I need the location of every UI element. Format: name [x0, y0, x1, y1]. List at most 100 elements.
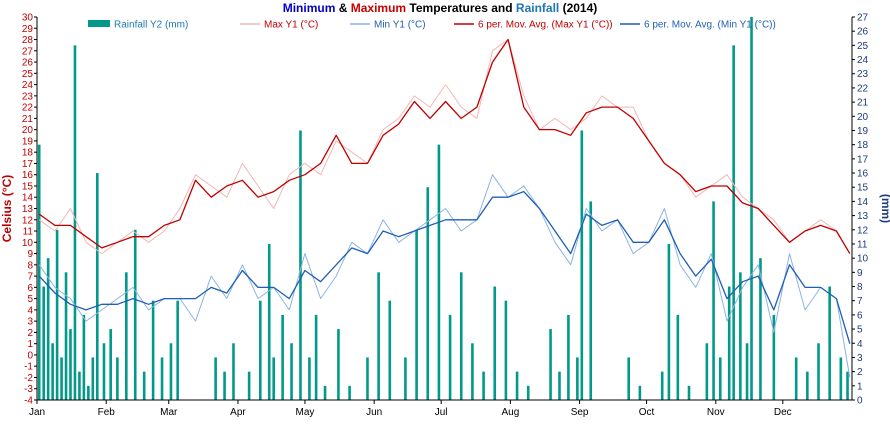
y-tick-label-left: 14: [22, 193, 34, 204]
rainfall-bar: [526, 385, 530, 400]
rainfall-bar: [348, 385, 351, 400]
rainfall-bar: [102, 343, 106, 400]
rainfall-bar: [388, 300, 392, 400]
rainfall-bar: [272, 357, 275, 400]
rainfall-bar: [839, 357, 843, 400]
y-tick-label-left: 15: [22, 181, 34, 192]
rainfall-bar: [817, 343, 820, 400]
y-tick-label-left: 0: [27, 350, 33, 361]
y-tick-label-right: 2: [857, 367, 863, 378]
rainfall-bar: [151, 300, 155, 400]
rainfall-bar: [567, 314, 570, 400]
rainfall-bar: [660, 371, 664, 400]
y-tick-label-left: 8: [27, 260, 33, 271]
y-tick-label-left: 28: [22, 35, 34, 46]
rainfall-bar: [95, 173, 99, 400]
rainfall-bar: [727, 286, 731, 400]
rainfall-bar: [125, 272, 128, 400]
series-lines: [38, 38, 851, 378]
rainfall-bar: [133, 229, 137, 400]
rainfall-bar: [176, 300, 179, 400]
y-tick-label-left: 19: [22, 136, 34, 147]
rainfall-bar: [627, 357, 631, 400]
y-tick-label-left: 21: [22, 114, 34, 125]
y-tick-label-right: 11: [857, 239, 868, 250]
rainfall-bar: [426, 187, 430, 400]
rainfall-bar: [247, 371, 251, 400]
x-tick-label: Jul: [435, 407, 448, 418]
rainfall-bar: [323, 385, 327, 400]
y-tick-label-left: 13: [22, 204, 34, 215]
rainfall-bar: [638, 385, 642, 400]
y-tick-label-left: 23: [22, 91, 34, 102]
rainfall-bar: [308, 357, 311, 400]
y-tick-label-left: 24: [22, 80, 34, 91]
y-tick-label-left: 5: [27, 294, 33, 305]
y-tick-label-right: 7: [857, 296, 863, 307]
legend-swatch: [88, 20, 110, 27]
rainfall-bar: [718, 357, 722, 400]
rainfall-bar: [687, 385, 691, 400]
y-tick-label-right: 15: [857, 183, 869, 194]
rainfall-bar: [46, 258, 50, 400]
chart-title-part: (2014): [559, 1, 597, 15]
y-tick-label-left: 9: [27, 249, 33, 260]
y-tick-label-left: -3: [24, 384, 33, 395]
chart-title-part: Temperatures and: [406, 1, 516, 15]
y-tick-label-right: 23: [857, 69, 869, 80]
legend-label: Min Y1 (°C): [374, 20, 426, 31]
rainfall-bar: [404, 357, 407, 400]
rainfall-bar: [580, 130, 584, 401]
series-line: [38, 39, 851, 255]
y-tick-label-right: 14: [857, 197, 869, 208]
rainfall-bar: [745, 343, 749, 400]
y-tick-label-right: 0: [857, 396, 863, 407]
rainfall-bar: [314, 314, 318, 400]
y-tick-label-right: 13: [857, 211, 869, 222]
chart-title-part: Rainfall: [516, 1, 559, 15]
x-tick-label: Apr: [230, 407, 246, 418]
y-tick-label-left: 27: [22, 46, 34, 57]
y-tick-label-right: 3: [857, 353, 863, 364]
y-tick-label-left: 1: [27, 339, 33, 350]
y-tick-label-right: 24: [857, 55, 869, 66]
y-tick-label-left: 3: [27, 317, 33, 328]
rainfall-bar: [87, 385, 90, 400]
x-tick-label: Aug: [501, 407, 519, 418]
rainfall-bar: [589, 201, 593, 400]
rainfall-bar: [712, 201, 715, 400]
y-tick-label-right: 4: [857, 339, 863, 350]
x-tick-label: Oct: [639, 407, 655, 418]
rainfall-bar: [732, 45, 735, 401]
y-tick-label-right: 9: [857, 268, 863, 279]
rainfall-bar: [676, 314, 680, 400]
y-tick-label-right: 20: [857, 112, 869, 123]
rainfall-bar: [366, 357, 369, 400]
y-tick-label-left: 18: [22, 148, 34, 159]
y-tick-label-left: -4: [24, 396, 33, 407]
y-tick-label-right: 6: [857, 310, 863, 321]
chart-title-part: Minimum: [283, 1, 336, 15]
rainfall-bar: [281, 314, 284, 400]
y-tick-label-right: 26: [857, 27, 869, 38]
legend-label: 6 per. Mov. Avg. (Max Y1 (°C)): [478, 20, 613, 31]
legend-label: Max Y1 (°C): [264, 20, 318, 31]
y-tick-label-right: 5: [857, 325, 863, 336]
y-tick-label-left: 22: [22, 103, 34, 114]
y-tick-label-left: 17: [22, 159, 34, 170]
legend-label: Rainfall Y2 (mm): [114, 20, 188, 31]
y-tick-label-left: 7: [27, 272, 33, 283]
rainfall-bar: [73, 45, 77, 401]
x-tick-label: Sep: [571, 407, 589, 418]
rainfall-bar: [558, 371, 561, 400]
rainfall-bar: [377, 272, 380, 400]
x-tick-label: May: [295, 407, 314, 418]
y-tick-label-right: 19: [857, 126, 869, 137]
y-tick-label-left: 12: [22, 215, 34, 226]
y-tick-label-left: -2: [24, 373, 33, 384]
y-axis-label-right: (mm): [879, 194, 890, 223]
y-tick-label-left: 4: [27, 305, 33, 316]
y-tick-label-right: 25: [857, 41, 869, 52]
